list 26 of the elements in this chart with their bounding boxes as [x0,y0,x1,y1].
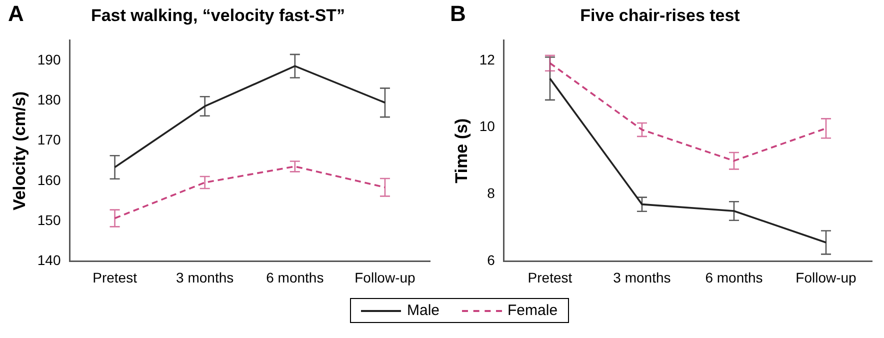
y-tick-label: 8 [487,185,496,202]
y-tick-label: 140 [37,252,61,268]
x-tick-label: Follow-up [354,269,416,286]
x-tick-label: 3 months [613,269,671,286]
chart-title: Five chair-rises test [580,6,740,25]
y-tick-label: 190 [37,51,61,68]
y-tick-label: 170 [37,132,61,148]
y-axis-title: Time (s) [452,118,471,184]
x-tick-label: 6 months [266,269,324,286]
text: A [8,1,24,26]
y-tick-label: 150 [37,212,61,228]
legend-label: Male [407,302,440,319]
x-tick-label: Pretest [92,269,138,286]
chart-title: Fast walking, “velocity fast-ST” [90,6,346,25]
x-tick-label: Follow-up [796,269,857,286]
y-tick-label: 12 [479,51,496,68]
y-tick-label: 10 [479,118,496,134]
text: B [450,1,466,26]
legend-label: Female [508,302,558,319]
x-tick-label: 3 months [176,269,234,286]
y-tick-label: 160 [37,172,61,188]
x-tick-label: 6 months [705,269,763,286]
y-tick-label: 180 [37,91,61,108]
y-axis-title: Velocity (cm/s) [10,91,29,210]
x-tick-label: Pretest [528,269,572,286]
y-tick-label: 6 [487,252,496,268]
